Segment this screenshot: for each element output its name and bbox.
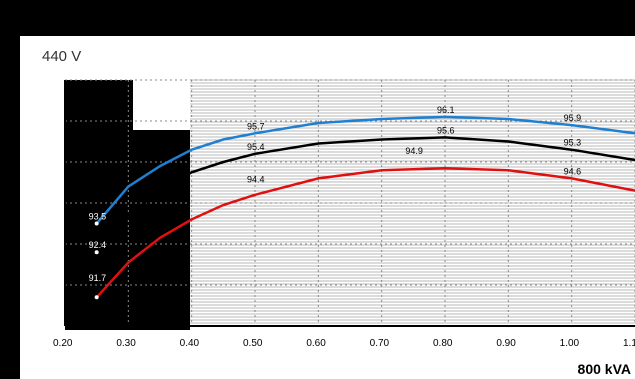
x-tick-label: 0.80 — [433, 338, 453, 349]
dark-block — [65, 80, 133, 330]
y-tick-label: 97 — [45, 76, 57, 87]
data-label: 94.6 — [564, 166, 582, 176]
y-tick-label: 91 — [45, 322, 57, 333]
x-tick-label: 1.1 — [623, 338, 635, 349]
x-tick-label: 1.00 — [560, 338, 580, 349]
x-tick-label: 0.60 — [306, 338, 326, 349]
x-tick-label: 0.40 — [180, 338, 200, 349]
voltage-label: 440 V — [42, 48, 82, 65]
y-tick-label: 92 — [45, 281, 57, 292]
series-line — [95, 166, 635, 299]
series-start-point — [94, 250, 99, 255]
series-line — [95, 136, 635, 254]
x-tick-label: 0.50 — [243, 338, 263, 349]
x-tick-label: 0.30 — [116, 338, 136, 349]
y-tick-label: 95 — [45, 158, 57, 169]
data-label: 96.1 — [437, 105, 455, 115]
data-label: 95.7 — [247, 121, 265, 131]
x-tick-label: 0.90 — [496, 338, 516, 349]
y-tick-label: 96 — [45, 117, 57, 128]
data-label: 95.4 — [247, 142, 265, 152]
y-axis-label: % — [24, 184, 35, 198]
data-label: 91.7 — [89, 273, 107, 283]
y-tick-label: 93 — [45, 240, 57, 251]
series-start-point — [94, 221, 99, 226]
data-label: 92.4 — [89, 240, 107, 250]
y-tick-label: 94 — [45, 199, 57, 210]
data-label: 95.9 — [564, 113, 582, 123]
data-label: 94.4 — [247, 175, 265, 185]
data-label: 95.3 — [564, 138, 582, 148]
data-label: 95.6 — [437, 125, 455, 135]
data-label: 94.9 — [405, 146, 423, 156]
series-line — [95, 115, 635, 225]
data-label: 93.5 — [89, 212, 107, 222]
x-tick-label: 0.70 — [370, 338, 390, 349]
x-tick-label: 0.20 — [53, 338, 73, 349]
dark-block — [133, 130, 190, 330]
rating-label: 800 kVA — [577, 361, 631, 377]
series-start-point — [94, 295, 99, 300]
